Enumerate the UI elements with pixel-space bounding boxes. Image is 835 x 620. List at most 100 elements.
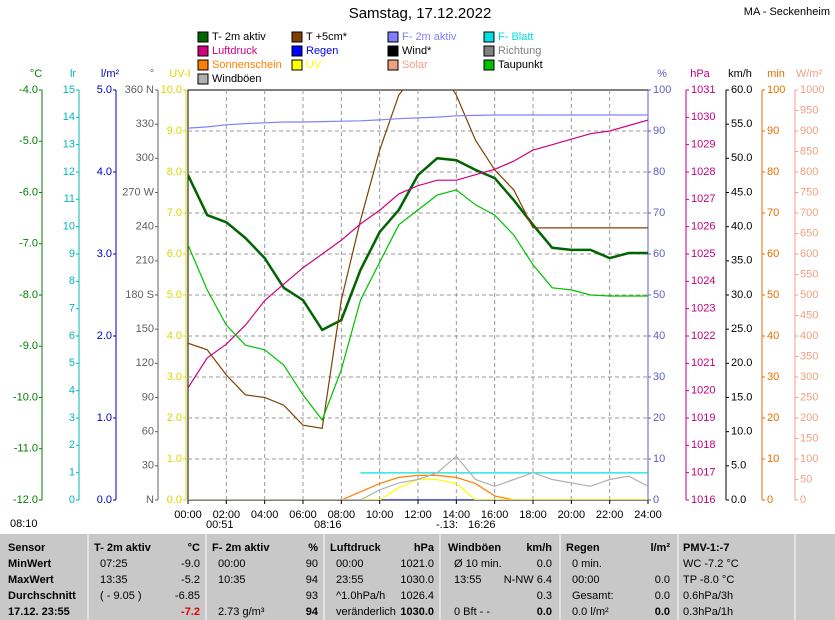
y-tick-label: 40.0 bbox=[731, 221, 752, 233]
y-tick-label: 1023 bbox=[691, 303, 715, 315]
table-cell: -5.2 bbox=[181, 574, 200, 586]
y-tick-label: 0 bbox=[767, 494, 773, 506]
y-tick-label: 60 bbox=[142, 426, 154, 438]
y-tick-label: 1024 bbox=[691, 275, 715, 287]
y-tick-label: -12.0 bbox=[13, 494, 38, 506]
table-cell: 93 bbox=[306, 590, 318, 602]
x-tick-label: 24:00 bbox=[634, 509, 662, 521]
y-tick-label: 1016 bbox=[691, 494, 715, 506]
x-tick-label: 08:00 bbox=[328, 509, 356, 521]
table-cell: 0.0 bbox=[537, 606, 552, 618]
legend-swatch bbox=[197, 31, 209, 43]
y-tick-label: 150 bbox=[136, 323, 154, 335]
y-tick-label: 40 bbox=[767, 330, 779, 342]
table-cell: 13:55 bbox=[454, 574, 482, 586]
y-tick-label: 40 bbox=[653, 330, 665, 342]
axis-unit: °C bbox=[30, 68, 42, 80]
y-tick-label: 850 bbox=[800, 145, 818, 157]
x-tick-label: 14:00 bbox=[443, 509, 471, 521]
y-tick-label: 1021 bbox=[691, 357, 715, 369]
row-label: MinWert bbox=[8, 558, 52, 570]
y-tick-label: 1029 bbox=[691, 139, 715, 151]
legend-label: F- Blatt bbox=[498, 31, 533, 43]
chart-title: Samstag, 17.12.2022 bbox=[349, 5, 492, 22]
table-cell: -7.2 bbox=[181, 606, 200, 618]
y-tick-label: 0.0 bbox=[97, 494, 112, 506]
y-tick-label: 90 bbox=[142, 391, 154, 403]
x-tick-label: 22:00 bbox=[596, 509, 624, 521]
x-tick-label: 04:00 bbox=[251, 509, 279, 521]
y-tick-label: -5.0 bbox=[19, 135, 38, 147]
x-tick-label: 18:00 bbox=[519, 509, 547, 521]
y-tick-label: 6.0 bbox=[167, 248, 182, 260]
legend-swatch bbox=[291, 31, 303, 43]
legend-label: UV bbox=[306, 59, 322, 71]
y-tick-label: 0.0 bbox=[167, 494, 182, 506]
sun-time: 00:51 bbox=[206, 519, 234, 531]
y-tick-label: 210 bbox=[136, 255, 154, 267]
x-tick-label: 20:00 bbox=[558, 509, 586, 521]
series-line bbox=[188, 114, 648, 129]
table-background bbox=[0, 534, 835, 620]
table-header: km/h bbox=[526, 542, 552, 554]
series-line bbox=[188, 189, 648, 422]
legend-swatch bbox=[483, 31, 495, 43]
y-tick-label: 45.0 bbox=[731, 186, 752, 198]
y-tick-label: 1 bbox=[69, 467, 75, 479]
y-tick-label: 100 bbox=[653, 84, 671, 96]
y-tick-label: 180 S bbox=[125, 289, 154, 301]
y-tick-label: 240 bbox=[136, 221, 154, 233]
axis-unit: % bbox=[657, 68, 667, 80]
table-cell: ( - 9.05 ) bbox=[100, 590, 142, 602]
table-cell: 00:00 bbox=[572, 574, 600, 586]
y-tick-label: 30 bbox=[142, 460, 154, 472]
table-cell: 0.0 bbox=[537, 558, 552, 570]
sun-time: 08:16 bbox=[314, 519, 342, 531]
y-tick-label: 750 bbox=[800, 186, 818, 198]
y-tick-label: 20 bbox=[767, 412, 779, 424]
y-tick-label: 10 bbox=[653, 453, 665, 465]
y-tick-label: 30 bbox=[653, 371, 665, 383]
y-tick-label: 60.0 bbox=[731, 84, 752, 96]
table-cell: Gesamt: bbox=[572, 590, 614, 602]
y-tick-label: -9.0 bbox=[19, 340, 38, 352]
y-tick-label: 350 bbox=[800, 350, 818, 362]
y-tick-label: 10.0 bbox=[731, 426, 752, 438]
y-tick-label: 270 W bbox=[122, 186, 154, 198]
y-tick-label: -8.0 bbox=[19, 289, 38, 301]
y-tick-label: 300 bbox=[136, 152, 154, 164]
y-tick-label: N bbox=[146, 494, 154, 506]
y-tick-label: 50 bbox=[653, 289, 665, 301]
y-tick-label: 2.0 bbox=[97, 330, 112, 342]
y-tick-label: 1022 bbox=[691, 330, 715, 342]
y-tick-label: 8.0 bbox=[167, 166, 182, 178]
sun-time: -.13: bbox=[436, 519, 458, 531]
y-tick-label: -6.0 bbox=[19, 186, 38, 198]
legend-swatch bbox=[197, 45, 209, 57]
table-cell: 94 bbox=[306, 574, 318, 586]
table-cell: 1021.0 bbox=[400, 558, 434, 570]
y-tick-label: 0 bbox=[69, 494, 75, 506]
legend-swatch bbox=[483, 59, 495, 71]
x-tick-label: 12:00 bbox=[404, 509, 432, 521]
y-tick-label: 500 bbox=[800, 289, 818, 301]
legend-swatch bbox=[387, 31, 399, 43]
y-tick-label: 12 bbox=[63, 166, 75, 178]
x-tick-label: 16:00 bbox=[481, 509, 509, 521]
y-tick-label: 15 bbox=[63, 84, 75, 96]
table-cell: 0 Bft - - bbox=[454, 606, 490, 618]
legend-label: T- 2m aktiv bbox=[212, 31, 266, 43]
x-tick-label: 10:00 bbox=[366, 509, 394, 521]
y-tick-label: -7.0 bbox=[19, 238, 38, 250]
y-tick-label: 1.0 bbox=[167, 453, 182, 465]
y-tick-label: 200 bbox=[800, 412, 818, 424]
y-tick-label: -10.0 bbox=[13, 391, 38, 403]
table-cell: 94 bbox=[306, 606, 319, 618]
legend-label: Sonnenschein bbox=[212, 59, 282, 71]
legend-label: F- 2m aktiv bbox=[402, 31, 457, 43]
y-tick-label: 450 bbox=[800, 309, 818, 321]
y-tick-label: 1017 bbox=[691, 467, 715, 479]
table-cell: N-NW 6.4 bbox=[504, 574, 552, 586]
table-cell: 1026.4 bbox=[400, 590, 434, 602]
